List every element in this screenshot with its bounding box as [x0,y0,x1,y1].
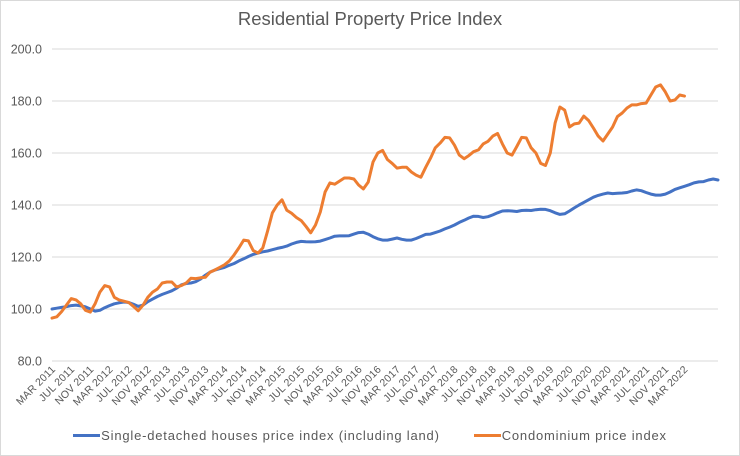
y-tick-label: 140.0 [11,199,42,213]
legend-swatch-condominium [473,434,501,437]
series-line-condominium [50,83,686,320]
series-line-single-detached [50,177,720,313]
legend-item-single-detached: Single-detached houses price index (incl… [73,428,440,443]
legend-item-condominium: Condominium price index [473,428,667,443]
gridlines [52,48,718,362]
legend: Single-detached houses price index (incl… [0,428,740,443]
y-axis: 80.0 100.0 120.0 140.0 160.0 180.0 200.0 [11,43,42,369]
y-tick-label: 100.0 [11,303,42,317]
legend-label-condominium: Condominium price index [501,428,667,443]
y-tick-label: 80.0 [18,355,42,369]
series-lines [50,83,720,320]
legend-swatch-single-detached [73,434,101,437]
y-tick-label: 200.0 [11,43,42,57]
y-tick-label: 160.0 [11,147,42,161]
y-tick-label: 120.0 [11,251,42,265]
y-tick-label: 180.0 [11,95,42,109]
legend-label-single-detached: Single-detached houses price index (incl… [101,428,440,443]
chart-title: Residential Property Price Index [237,8,503,29]
